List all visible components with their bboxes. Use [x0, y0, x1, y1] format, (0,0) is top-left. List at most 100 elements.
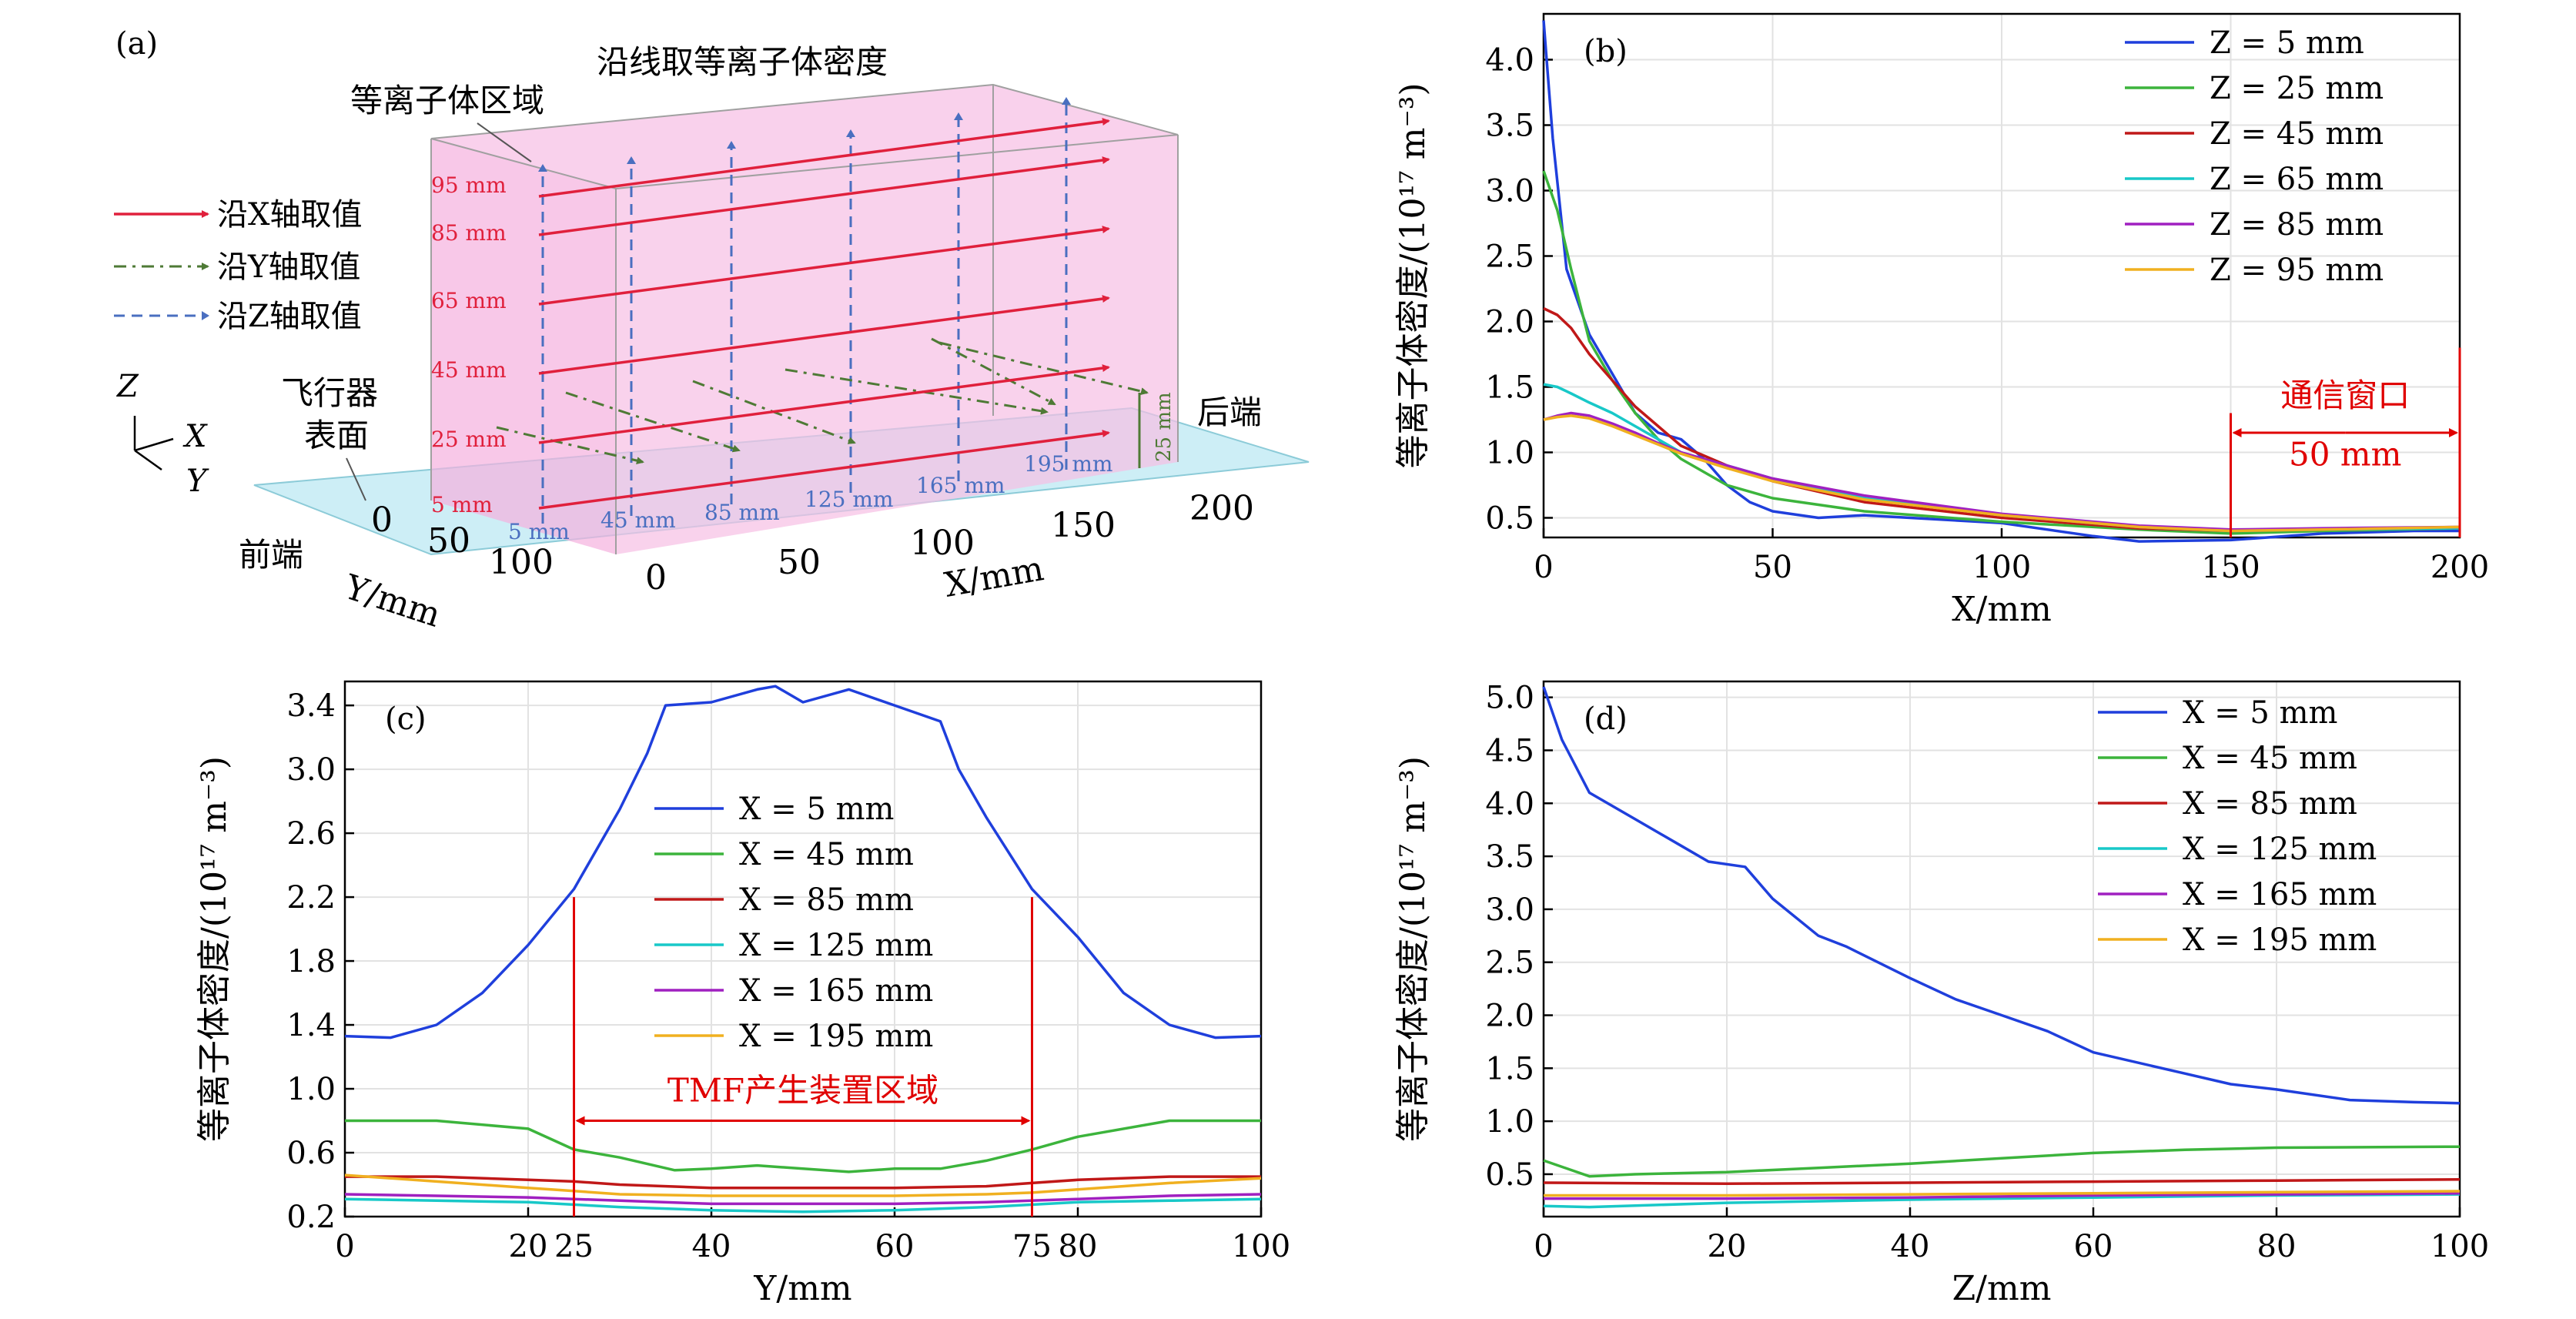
series-line — [1544, 1190, 2461, 1197]
series-line — [1543, 1178, 2461, 1186]
legend-entry: X = 195 mm — [2183, 922, 2377, 958]
y-axis-title: 等离子体密度/(10¹⁷ m⁻³) — [1393, 756, 1433, 1142]
vehicle-surface-pointer — [346, 457, 366, 501]
svg-text:95 mm: 95 mm — [431, 172, 507, 198]
x-tick-label: 0 — [1534, 550, 1553, 585]
svg-text:150: 150 — [1051, 506, 1116, 545]
legend-entry: X = 45 mm — [739, 837, 914, 872]
y-tick-label: 0.5 — [1485, 1157, 1534, 1193]
panel-a-label: (a) — [115, 26, 158, 62]
x-tick-label-highlight: 75 — [1012, 1229, 1052, 1264]
legend-entry: X = 165 mm — [2183, 877, 2377, 912]
x-tick-label: 40 — [692, 1229, 731, 1264]
y-tick-label: 1.0 — [1485, 436, 1534, 471]
x-tick-label: 100 — [2430, 1229, 2489, 1264]
plasma-region-label: 等离子体区域 — [350, 82, 544, 119]
y-tick-label: 0.6 — [286, 1136, 336, 1171]
plasma-region-pointer — [477, 122, 532, 162]
svg-text:45 mm: 45 mm — [431, 357, 507, 383]
y-tick-label: 1.8 — [286, 944, 336, 979]
legend-entry: Z = 95 mm — [2210, 253, 2384, 288]
x-tick-label: 20 — [1708, 1229, 1747, 1264]
x-tick-label: 80 — [2257, 1229, 2297, 1264]
y-tick-label: 2.5 — [1485, 946, 1534, 981]
svg-text:195 mm: 195 mm — [1024, 451, 1112, 477]
y-tick-label: 1.5 — [1485, 370, 1534, 406]
svg-text:125 mm: 125 mm — [805, 487, 893, 512]
svg-text:0: 0 — [645, 558, 667, 598]
legend-entry: X = 165 mm — [739, 973, 933, 1009]
front-end-label: 前端 — [239, 536, 303, 574]
legend-entry: Z = 25 mm — [2210, 71, 2384, 106]
legend-entry: X = 85 mm — [2183, 786, 2357, 822]
series-line — [344, 685, 1262, 1039]
legend-entry: Z = 85 mm — [2210, 207, 2384, 243]
panel-label: (b) — [1584, 34, 1628, 69]
y-tick-label: 3.0 — [286, 752, 336, 788]
panel-label: (d) — [1584, 701, 1628, 737]
plasma-region-side — [616, 135, 1178, 554]
z-position-labels: 95 mm 85 mm 65 mm 45 mm 25 mm 5 mm — [431, 172, 507, 517]
series-line — [1544, 1191, 2461, 1200]
x-tick-label: 60 — [2074, 1229, 2113, 1264]
svg-text:25 mm: 25 mm — [431, 427, 507, 452]
series-line — [1542, 686, 2461, 1105]
x-tick-label: 20 — [509, 1229, 548, 1264]
rear-end-label: 后端 — [1197, 393, 1262, 431]
x-tick-label: 200 — [2430, 550, 2489, 585]
y-tick-label: 3.4 — [286, 688, 336, 724]
x-tick-label: 150 — [2201, 550, 2260, 585]
y-tick-label: 1.4 — [286, 1008, 336, 1043]
x-tick-label: 100 — [1972, 550, 2031, 585]
y-tick-label: 2.2 — [286, 880, 336, 916]
y-tick-label: 2.0 — [1485, 305, 1534, 340]
x-tick-label: 100 — [1232, 1229, 1290, 1264]
svg-text:45 mm: 45 mm — [601, 507, 676, 533]
y-tick-label: 3.0 — [1485, 174, 1534, 209]
svg-text:5 mm: 5 mm — [508, 519, 570, 544]
panel-c-chart: 0 20 40 60 80 100 25 75 0.2 0.6 1.0 1.4 1.8 2.2 2.6 3.0… — [195, 680, 1290, 1308]
legend-entry: X = 45 mm — [2183, 741, 2357, 776]
y-tick-label: 1.5 — [1485, 1051, 1534, 1086]
x-tick-label: 0 — [335, 1229, 354, 1264]
legend-entry: X = 125 mm — [2183, 832, 2377, 867]
y-tick-label: 2.6 — [286, 816, 336, 852]
svg-text:5 mm: 5 mm — [431, 492, 493, 517]
y-tick-label: 3.5 — [1485, 109, 1534, 144]
y-tick-label: 3.5 — [1485, 839, 1534, 875]
series-line — [344, 1173, 1262, 1197]
y-axis-title: 等离子体密度/(10¹⁷ m⁻³) — [195, 756, 234, 1142]
legend-entry: X = 5 mm — [739, 792, 894, 827]
svg-text:85 mm: 85 mm — [431, 220, 507, 246]
svg-text:200: 200 — [1189, 489, 1254, 528]
svg-text:100: 100 — [489, 543, 554, 582]
axes-icon-labels: Z X Y — [115, 369, 209, 499]
x-position-labels: 5 mm 45 mm 85 mm 125 mm 165 mm 195 mm — [508, 451, 1112, 544]
svg-text:85 mm: 85 mm — [704, 500, 780, 525]
y-tick-label: 0.2 — [286, 1200, 336, 1235]
legend-entry: X = 85 mm — [739, 882, 914, 918]
svg-text:X: X — [182, 419, 208, 454]
x-axis-title: X/mm — [1952, 590, 2052, 629]
x-tick-label: 50 — [1753, 550, 1792, 585]
x-tick-label-highlight: 25 — [554, 1229, 594, 1264]
series-line — [1543, 414, 2461, 533]
y-tick-label: 4.0 — [1485, 43, 1534, 79]
svg-text:50: 50 — [427, 521, 470, 561]
plasma-region-top — [431, 85, 1178, 189]
plasma-region-front — [431, 139, 616, 554]
y-axis-title: 等离子体密度/(10¹⁷ m⁻³) — [1393, 83, 1433, 469]
x-tick-label: 80 — [1059, 1229, 1098, 1264]
x-tick-label: 60 — [875, 1229, 915, 1264]
y-tick-label: 1.0 — [286, 1072, 336, 1107]
series-line — [344, 1193, 1262, 1206]
vehicle-surface-label-1: 飞行器 — [281, 374, 378, 412]
svg-text:0: 0 — [371, 500, 393, 540]
plasma-region-edges — [430, 83, 1179, 554]
legend-x-line: 沿X轴取值 — [217, 197, 362, 233]
svg-text:100: 100 — [910, 524, 975, 563]
legend-entry: Z = 5 mm — [2210, 25, 2364, 61]
panel-d-chart: 0 20 40 60 80 100 0.5 1.0 1.5 2.0 2.5 3.0 3.5 4.0 4.5 5… — [1393, 681, 2489, 1308]
